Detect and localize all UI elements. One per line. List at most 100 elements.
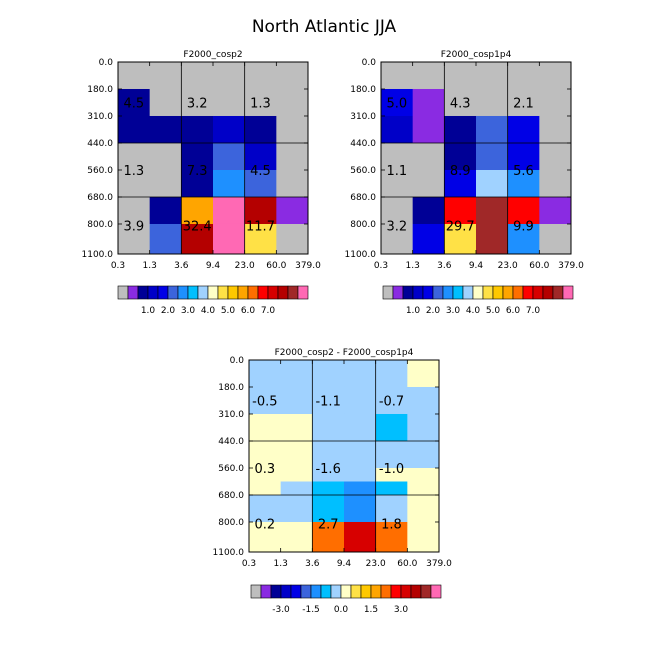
heatmap-cell bbox=[244, 223, 277, 255]
colorbar-swatch bbox=[137, 285, 149, 300]
heatmap-cell bbox=[276, 223, 309, 255]
colorbar-swatch bbox=[350, 584, 362, 599]
heatmap-cell bbox=[381, 115, 414, 144]
colorbar-swatch bbox=[280, 584, 292, 599]
region-value-label: 0.3 bbox=[254, 462, 275, 477]
colorbar-swatch bbox=[390, 584, 402, 599]
y-tick-label: 680.0 bbox=[350, 193, 376, 203]
heatmap-cell bbox=[118, 62, 151, 90]
heatmap-cell bbox=[312, 386, 345, 415]
colorbar-swatch bbox=[167, 285, 179, 300]
ticks bbox=[248, 359, 440, 553]
panel-3: 0.3 1.3 3.6 9.4 23.0 60.0 379.0 0.0 180.0 310.0 44… bbox=[213, 348, 453, 615]
heatmap-cell bbox=[181, 223, 214, 255]
colorbar-swatch bbox=[157, 285, 169, 300]
colorbar-label: 1.0 bbox=[141, 306, 156, 316]
heatmap-cell bbox=[476, 143, 509, 171]
y-tick-label: 0.0 bbox=[230, 356, 245, 366]
heatmap-cell bbox=[507, 62, 540, 90]
colorbar-swatch bbox=[197, 285, 209, 300]
colorbar: 1.0 2.0 3.0 4.0 5.0 6.0 7.0 bbox=[117, 285, 309, 316]
colorbar-swatch bbox=[270, 584, 282, 599]
region-value-label: 3.2 bbox=[386, 219, 407, 234]
colorbar-swatch bbox=[392, 285, 404, 300]
y-tick-label: 800.0 bbox=[218, 518, 244, 528]
panel-1: 0.3 1.3 3.6 9.4 23.0 60.0 379.0 0.0 180.0 310.0 44… bbox=[82, 50, 322, 316]
heatmap-cell bbox=[507, 143, 540, 171]
heatmap-cell bbox=[381, 223, 414, 255]
heatmap-cell bbox=[149, 115, 182, 144]
region-value-label: 3.2 bbox=[187, 97, 208, 112]
region-value-label: 4.3 bbox=[450, 97, 471, 112]
heatmap-cell bbox=[280, 468, 313, 482]
heatmap-cell bbox=[539, 170, 572, 198]
y-tick-label: 440.0 bbox=[350, 139, 376, 149]
heatmap-cells bbox=[249, 360, 440, 553]
heatmap-cell bbox=[312, 360, 345, 388]
x-tick-label: 60.0 bbox=[397, 559, 417, 569]
heatmap-cell bbox=[407, 481, 440, 496]
heatmap-cell bbox=[412, 115, 445, 144]
panel-2: 0.3 1.3 3.6 9.4 23.0 60.0 379.0 0.0 180.0 310.0 44… bbox=[345, 50, 585, 316]
heatmap-cell bbox=[244, 115, 277, 144]
x-tick-label: 0.3 bbox=[242, 559, 256, 569]
colorbar-swatch bbox=[330, 584, 342, 599]
region-value-label: -0.7 bbox=[379, 395, 404, 410]
heatmap-cell bbox=[507, 170, 540, 198]
heatmap-cell bbox=[476, 62, 509, 90]
region-value-label: 5.6 bbox=[513, 164, 534, 179]
colorbar-label: -3.0 bbox=[272, 605, 290, 615]
heatmap-cell bbox=[249, 386, 282, 415]
x-tick-label: 9.4 bbox=[206, 261, 221, 271]
region-grid bbox=[118, 62, 308, 254]
heatmap-cell bbox=[539, 223, 572, 255]
x-tick-label: 3.6 bbox=[305, 559, 320, 569]
region-value-label: 1.8 bbox=[381, 517, 402, 532]
heatmap-cell bbox=[149, 223, 182, 255]
heatmap-cell bbox=[381, 143, 414, 171]
heatmap-cell bbox=[344, 413, 377, 442]
region-value-label: 8.9 bbox=[450, 164, 471, 179]
x-tick-label: 3.6 bbox=[174, 261, 189, 271]
x-tick-label: 3.6 bbox=[437, 261, 452, 271]
colorbar-swatch bbox=[320, 584, 332, 599]
heatmap-cell bbox=[244, 143, 277, 171]
heatmap-cell bbox=[344, 521, 377, 553]
heatmap-cell bbox=[407, 494, 440, 523]
heatmap-cell bbox=[375, 360, 408, 388]
colorbar: 1.0 2.0 3.0 4.0 5.0 6.0 7.0 bbox=[382, 285, 574, 316]
x-tick-label: 1.3 bbox=[274, 559, 288, 569]
heatmap-cell bbox=[375, 481, 408, 496]
heatmap-cell bbox=[280, 481, 313, 496]
heatmap-cell bbox=[149, 196, 182, 225]
heatmap-cell bbox=[407, 468, 440, 482]
y-tick-label: 560.0 bbox=[350, 166, 376, 176]
region-value-label: 2.7 bbox=[318, 517, 339, 532]
y-tick-label: 180.0 bbox=[350, 85, 376, 95]
colorbar-swatch bbox=[290, 584, 302, 599]
heatmap-cell bbox=[213, 196, 246, 225]
heatmap-cell bbox=[181, 196, 214, 225]
colorbar-swatch bbox=[462, 285, 474, 300]
colorbar-swatch bbox=[472, 285, 484, 300]
panel-title: F2000_cosp2 bbox=[183, 50, 242, 60]
colorbar-label: 7.0 bbox=[526, 306, 541, 316]
region-value-label: 1.3 bbox=[123, 164, 144, 179]
colorbar-label: 2.0 bbox=[161, 306, 176, 316]
colorbar-swatch bbox=[360, 584, 372, 599]
heatmap-cell bbox=[118, 223, 151, 255]
region-value-label: 4.5 bbox=[123, 97, 144, 112]
heatmap-cell bbox=[375, 521, 408, 553]
heatmap-cell bbox=[507, 115, 540, 144]
colorbar-swatch bbox=[147, 285, 159, 300]
colorbar-swatch bbox=[217, 285, 229, 300]
x-tick-label: 1.3 bbox=[143, 261, 157, 271]
region-value-label: 3.9 bbox=[123, 219, 144, 234]
heatmap-cell bbox=[476, 223, 509, 255]
heatmap-cell bbox=[312, 481, 345, 496]
heatmap-cell bbox=[280, 441, 313, 469]
heatmap-cell bbox=[344, 360, 377, 388]
colorbar-swatch bbox=[370, 584, 382, 599]
region-value-label: -1.0 bbox=[379, 462, 404, 477]
heatmap-cell bbox=[213, 170, 246, 198]
